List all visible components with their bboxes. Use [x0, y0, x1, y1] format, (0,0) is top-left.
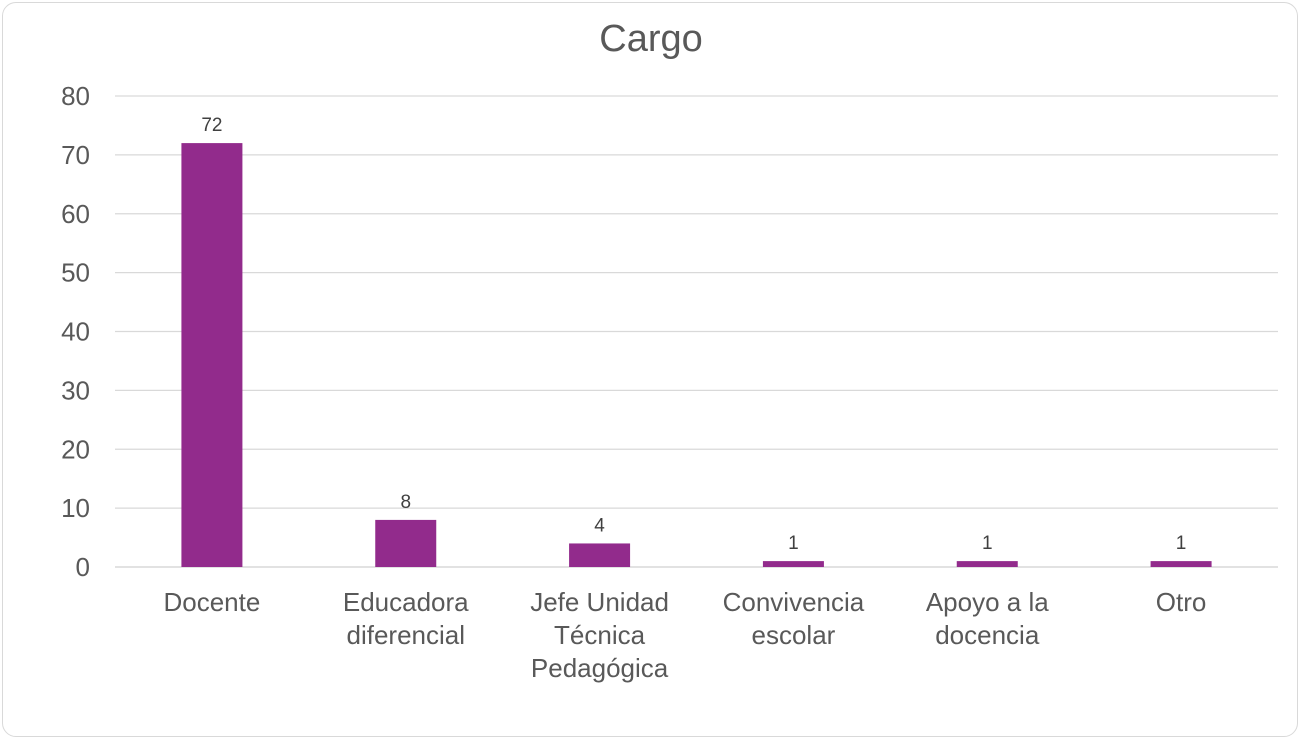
bar [762, 561, 824, 567]
x-tick-label-line: Docente [163, 587, 260, 617]
bar [1150, 561, 1212, 567]
x-tick-label: Jefe Unidad Técnica Pedagógica [530, 587, 669, 683]
x-tick-label-line: Jefe Unidad [530, 587, 669, 617]
x-tick-label: Convivencia escolar [723, 587, 865, 650]
x-tick-label-line: Apoyo a la [926, 587, 1049, 617]
data-label: 8 [400, 492, 411, 513]
x-tick-label-line: Otro [1156, 587, 1207, 617]
x-tick-label: Apoyo a la docencia [926, 587, 1049, 650]
y-tick-label: 10 [61, 493, 90, 523]
y-tick-label: 70 [61, 140, 90, 170]
x-tick-label-line: Pedagógica [531, 653, 669, 683]
bar [569, 543, 631, 567]
x-tick-label-line: diferencial [346, 620, 465, 650]
x-tick-label-line: Convivencia [723, 587, 865, 617]
x-tick-label: Otro [1156, 587, 1207, 617]
data-label: 1 [788, 533, 799, 554]
data-label: 4 [594, 515, 605, 536]
chart-title: Cargo [599, 18, 703, 60]
y-tick-label: 50 [61, 258, 90, 288]
x-tick-label: Docente [163, 587, 260, 617]
data-label: 1 [982, 533, 993, 554]
y-tick-label: 30 [61, 375, 90, 405]
x-tick-label: Educadora diferencial [343, 587, 469, 650]
bar [375, 519, 437, 567]
y-tick-label: 60 [61, 199, 90, 229]
data-label: 1 [1176, 533, 1187, 554]
y-tick-label: 40 [61, 317, 90, 347]
bar [956, 561, 1018, 567]
y-tick-label: 0 [76, 552, 90, 582]
x-tick-label-line: escolar [752, 620, 836, 650]
bar [181, 143, 243, 567]
x-tick-label-line: docencia [935, 620, 1040, 650]
y-tick-label: 80 [61, 81, 90, 111]
data-label: 72 [201, 115, 222, 136]
x-tick-label-line: Técnica [554, 620, 646, 650]
y-tick-label: 20 [61, 434, 90, 464]
x-tick-label-line: Educadora [343, 587, 469, 617]
